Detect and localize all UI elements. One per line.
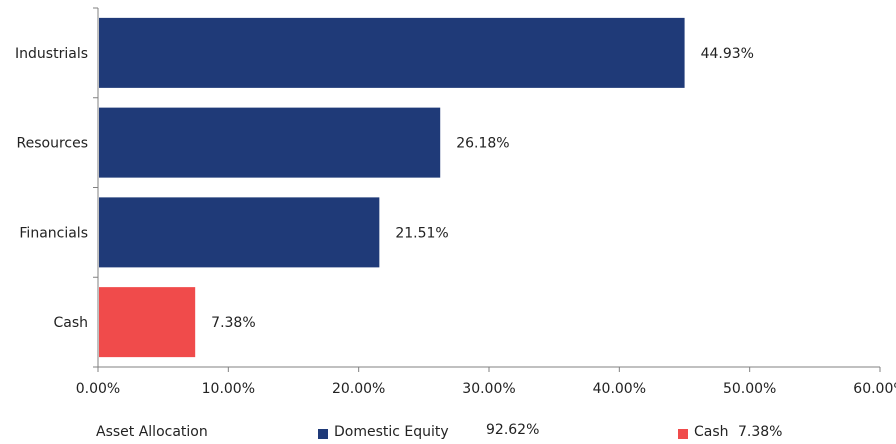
asset-allocation-chart: Industrials 44.93% Resources 26.18% Financia…	[15, 7, 896, 397]
x-tick-label: 50.00%	[723, 381, 776, 397]
bar-cash	[99, 287, 196, 358]
legend-label-domestic-equity: Domestic Equity	[334, 424, 449, 440]
bar-resources	[99, 107, 441, 178]
legend-value-cash: 7.38%	[738, 424, 783, 440]
category-label-resources: Resources	[17, 136, 89, 152]
category-label-financials: Financials	[19, 225, 88, 241]
value-label-financials: 21.51%	[395, 225, 448, 241]
value-label-cash: 7.38%	[211, 315, 255, 331]
value-label-resources: 26.18%	[456, 136, 509, 152]
bar-financials	[99, 197, 380, 268]
category-label-cash: Cash	[53, 315, 88, 331]
x-tick-label: 30.00%	[462, 381, 515, 397]
legend-title: Asset Allocation	[96, 424, 208, 440]
category-label-industrials: Industrials	[15, 46, 88, 62]
legend-swatch-domestic-equity	[318, 429, 328, 439]
x-tick-label: 40.00%	[593, 381, 646, 397]
x-tick-label: 0.00%	[76, 381, 120, 397]
legend-label-cash: Cash	[694, 424, 729, 440]
legend: Asset Allocation Domestic Equity 92.62% …	[0, 422, 896, 444]
bar-industrials	[99, 17, 685, 88]
x-tick-label: 20.00%	[332, 381, 385, 397]
x-tick-label: 60.00%	[853, 381, 896, 397]
legend-value-domestic-equity: 92.62%	[486, 422, 540, 438]
value-label-industrials: 44.93%	[701, 46, 754, 62]
x-tick-label: 10.00%	[202, 381, 255, 397]
legend-swatch-cash	[678, 429, 688, 439]
